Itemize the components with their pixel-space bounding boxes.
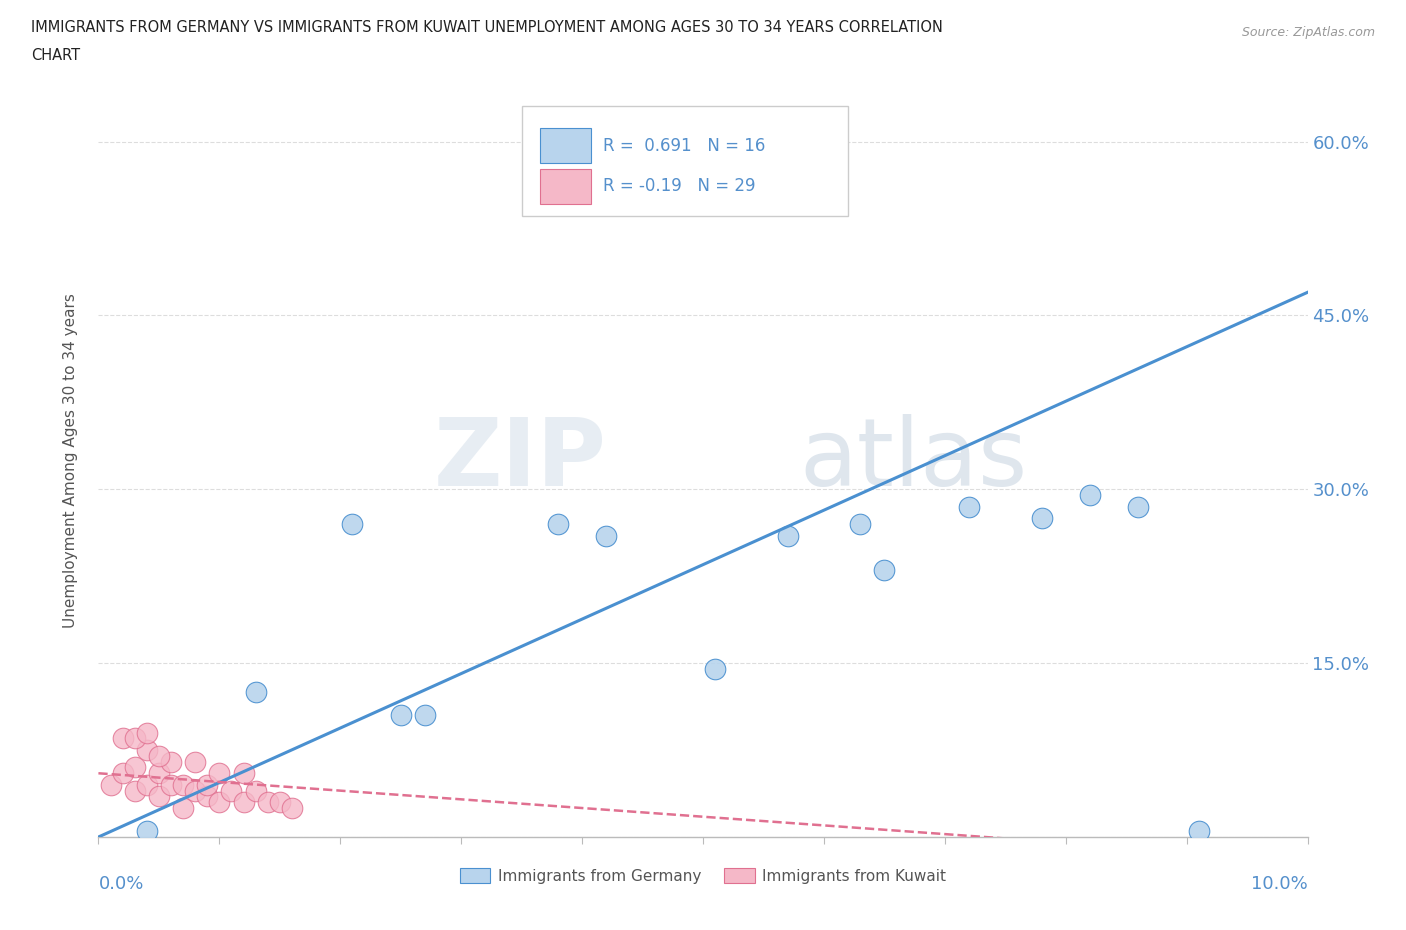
Point — [221, 783, 243, 798]
Point — [873, 563, 896, 578]
Point — [704, 661, 727, 676]
Point — [1078, 487, 1101, 502]
Text: ZIP: ZIP — [433, 415, 606, 506]
Point — [135, 725, 157, 740]
FancyBboxPatch shape — [540, 128, 591, 164]
Y-axis label: Unemployment Among Ages 30 to 34 years: Unemployment Among Ages 30 to 34 years — [63, 293, 77, 628]
Point — [135, 743, 157, 758]
Point — [195, 789, 218, 804]
Point — [124, 731, 146, 746]
Text: R =  0.691   N = 16: R = 0.691 N = 16 — [603, 137, 765, 154]
Point — [1031, 511, 1053, 525]
FancyBboxPatch shape — [522, 106, 848, 216]
Point — [172, 777, 194, 792]
Point — [245, 783, 267, 798]
Point — [208, 795, 231, 810]
Point — [160, 777, 183, 792]
Point — [547, 517, 569, 532]
Point — [111, 765, 134, 780]
Point — [184, 754, 207, 769]
Point — [100, 777, 122, 792]
Point — [269, 795, 291, 810]
Point — [849, 517, 872, 532]
Text: atlas: atlas — [800, 415, 1028, 506]
Point — [413, 708, 436, 723]
Point — [1188, 824, 1211, 839]
Point — [232, 765, 254, 780]
Point — [135, 777, 157, 792]
Point — [135, 824, 157, 839]
Point — [172, 801, 194, 816]
Point — [148, 749, 170, 764]
Point — [245, 684, 267, 699]
Point — [595, 528, 617, 543]
Point — [111, 731, 134, 746]
Point — [148, 789, 170, 804]
Text: Source: ZipAtlas.com: Source: ZipAtlas.com — [1241, 26, 1375, 39]
Point — [1128, 499, 1150, 514]
FancyBboxPatch shape — [540, 168, 591, 204]
Point — [776, 528, 799, 543]
Legend: Immigrants from Germany, Immigrants from Kuwait: Immigrants from Germany, Immigrants from… — [454, 861, 952, 890]
Point — [124, 760, 146, 775]
Text: CHART: CHART — [31, 48, 80, 63]
Point — [389, 708, 412, 723]
Point — [184, 783, 207, 798]
Point — [124, 783, 146, 798]
Text: R = -0.19   N = 29: R = -0.19 N = 29 — [603, 178, 755, 195]
Point — [195, 777, 218, 792]
Point — [957, 499, 980, 514]
Text: 0.0%: 0.0% — [98, 874, 143, 893]
Text: 10.0%: 10.0% — [1251, 874, 1308, 893]
Point — [342, 517, 364, 532]
Point — [232, 795, 254, 810]
Point — [281, 801, 304, 816]
Point — [256, 795, 278, 810]
Point — [208, 765, 231, 780]
Point — [160, 754, 183, 769]
Text: IMMIGRANTS FROM GERMANY VS IMMIGRANTS FROM KUWAIT UNEMPLOYMENT AMONG AGES 30 TO : IMMIGRANTS FROM GERMANY VS IMMIGRANTS FR… — [31, 20, 943, 35]
Point — [148, 765, 170, 780]
